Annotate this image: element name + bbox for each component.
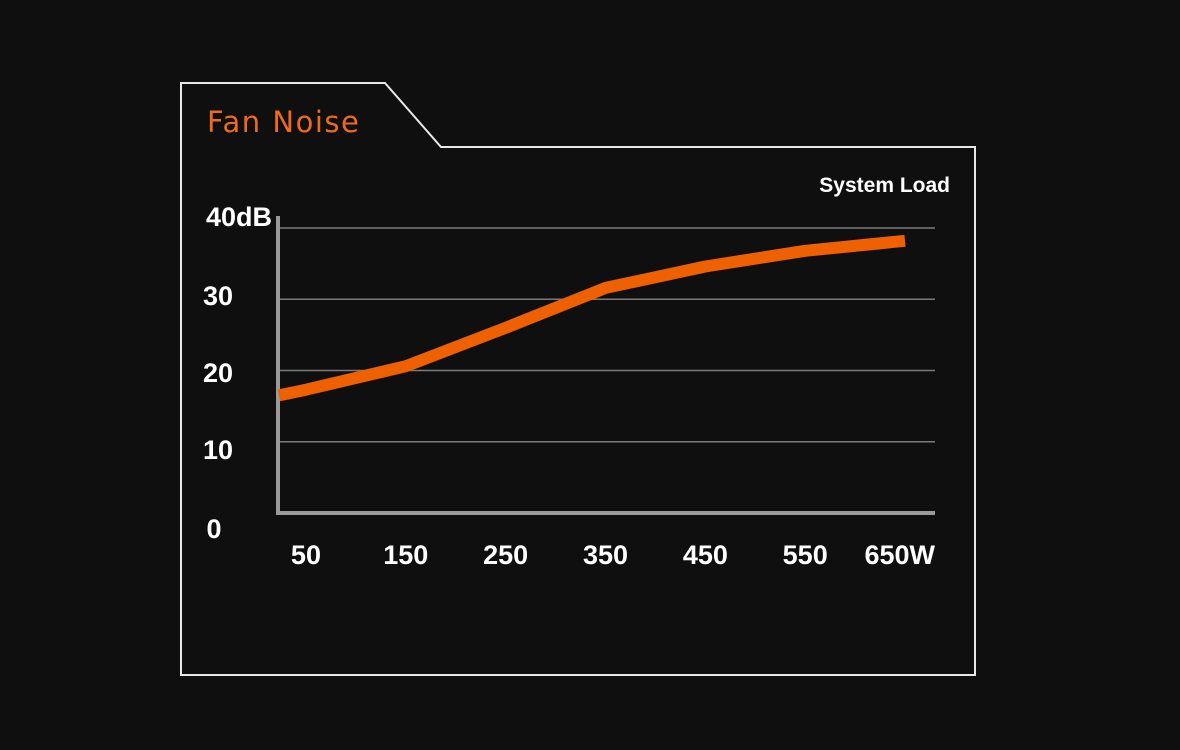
chart-frame [180,82,976,676]
x-tick-label: 250 [483,540,528,570]
x-tick-label: 50 [291,540,321,570]
gridlines [278,227,935,443]
chart-title: Fan Noise [207,105,360,139]
y-tick-label: 40dB [206,202,272,232]
series-line [277,234,906,402]
y-tick-label: 10 [203,435,233,465]
x-tick-label: 550 [783,540,828,570]
x-tick-label: 150 [383,540,428,570]
x-tick-label: 450 [683,540,728,570]
y-tick-label: 20 [203,358,233,388]
axes [276,216,935,515]
x-axis-label: System Load [819,174,950,197]
y-axis-ticks: 0 10 20 30 40dB [203,202,272,544]
x-tick-label: 650W [864,540,935,570]
x-axis-ticks: 50 150 250 350 450 550 650W [291,540,936,570]
y-tick-label: 0 [206,514,221,544]
y-tick-label: 30 [203,281,233,311]
series-group [277,234,906,402]
x-tick-label: 350 [583,540,628,570]
